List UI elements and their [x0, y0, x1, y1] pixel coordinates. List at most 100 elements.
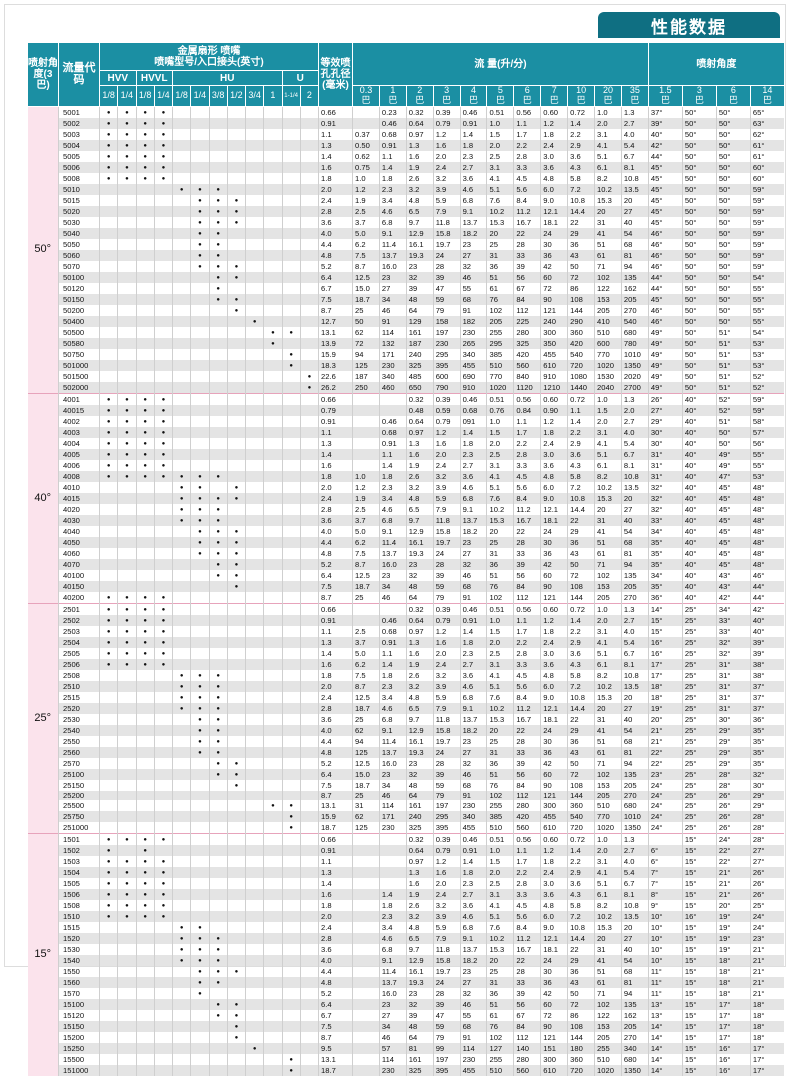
spray-angle-value: 48°	[749, 492, 785, 504]
flow-value: 34	[378, 293, 407, 305]
orifice-diameter: 1.4	[318, 150, 353, 162]
flow-value: 84	[513, 580, 541, 592]
connection-cell	[299, 249, 319, 261]
connection-cell	[117, 492, 136, 504]
nozzle-subtitle: 喷嘴型号/入口接头(英寸)	[154, 56, 264, 68]
connection-cell	[281, 987, 301, 999]
flow-value: 0.46	[378, 117, 407, 129]
spray-angle-value: 43°	[715, 569, 751, 581]
flow-value: 27	[459, 976, 487, 988]
pressure-value: 10	[576, 85, 587, 95]
spray-angle-value: 40°	[681, 569, 717, 581]
connection-cell: ●	[117, 426, 136, 438]
connection-cell	[299, 954, 319, 966]
connection-cell	[190, 1042, 209, 1054]
connection-cell	[208, 315, 228, 327]
connection-cell: ●	[117, 614, 136, 626]
flow-value: 1.0	[594, 392, 622, 405]
flow-value: 0.46	[459, 602, 487, 615]
flow-code: 251000	[58, 821, 100, 834]
flow-value: 13.5	[620, 481, 649, 493]
connection-cell: ●	[208, 183, 228, 195]
spray-angle-value: 31°	[647, 448, 683, 460]
connection-dot-icon: ●	[143, 617, 147, 624]
flow-value: 23	[459, 238, 487, 250]
connection-cell	[263, 910, 282, 922]
connection-cell	[244, 194, 264, 206]
connection-cell	[135, 821, 155, 834]
connection-cell	[98, 1009, 118, 1021]
flow-value: 0.48	[405, 404, 434, 416]
spray-angle-value: 34°	[715, 602, 751, 615]
spray-angle-value: 48°	[749, 536, 785, 548]
flow-value: 540	[567, 810, 595, 822]
flow-value: 510	[594, 799, 622, 811]
connection-cell: ●	[153, 855, 173, 867]
connection-cell	[299, 702, 319, 714]
connection-cell	[299, 625, 319, 637]
connection-cell	[171, 647, 191, 659]
spray-angle-value: 17°	[749, 1064, 785, 1076]
flow-value: 2.0	[594, 844, 622, 856]
flow-value: 10.2	[594, 183, 622, 195]
family-hvv: HVV	[99, 70, 137, 86]
connection-cell	[281, 293, 301, 305]
connection-cell: ●	[208, 713, 228, 725]
flow-value: 42	[540, 757, 568, 769]
spray-angle-value: 50°	[681, 359, 717, 371]
connection-cell	[226, 821, 246, 834]
flow-value: 4.8	[540, 899, 568, 911]
flow-code: 25150	[58, 779, 100, 791]
table-row: 5070 ● ● ● 5.2 8.7 16.0 23 28 32 36 39 42 50 71 94 46° 50…	[28, 260, 785, 272]
connection-cell	[244, 844, 264, 856]
connection-cell	[98, 503, 118, 515]
flow-value: 135	[620, 569, 649, 581]
connection-dot-icon: ●	[161, 594, 166, 601]
flow-value: 27	[459, 249, 487, 261]
flow-value: 4.6	[378, 932, 407, 944]
flow-value: 300	[540, 799, 568, 811]
table-row: 501500 ● 22.6 187 340 485 600 690 770 840 910 1080 1…	[28, 370, 785, 382]
flow-value: 3.3	[513, 161, 541, 173]
flow-value: 40	[620, 943, 649, 955]
connection-cell	[171, 832, 191, 845]
flow-code: 2530	[58, 713, 100, 725]
connection-cell	[299, 492, 319, 504]
flow-value: 62	[352, 724, 380, 736]
connection-cell	[98, 194, 118, 206]
flow-value: 71	[594, 987, 622, 999]
spray-angle-value: 24°	[647, 799, 683, 811]
connection-cell	[299, 877, 319, 889]
flow-value: 0.23	[378, 105, 407, 118]
spray-angle-value: 45°	[647, 183, 683, 195]
spray-angle-value: 32°	[647, 503, 683, 515]
flow-value: 4.5	[513, 470, 541, 482]
flow-value: 2.7	[620, 614, 649, 626]
flow-code: 25500	[58, 799, 100, 811]
flow-value: 840	[513, 370, 541, 382]
flow-value: 2020	[620, 370, 649, 382]
orifice-diameter: 4.0	[318, 724, 353, 736]
spray-angle-value: 50°	[681, 381, 717, 394]
connection-cell	[244, 799, 264, 811]
flow-value	[352, 426, 380, 438]
flow-value: 16.7	[513, 943, 541, 955]
flow-value: 6.7	[620, 448, 649, 460]
flow-value: 3.4	[378, 492, 407, 504]
flow-code: 5040	[58, 227, 100, 239]
table-row: 25° 2501 ● ● ● ● 0.66 0.32 0.39 0.46 0.51 0.56 0.60 0…	[27, 602, 785, 834]
orifice-diameter: 7.5	[318, 1020, 353, 1032]
flow-value: 6.1	[594, 658, 622, 670]
connection-cell	[98, 282, 118, 294]
spray-angle-value: 25°	[681, 669, 717, 681]
flow-value: 280	[513, 1053, 541, 1065]
connection-dot-icon: ●	[125, 650, 129, 657]
spray-angle-value: 50°	[681, 238, 717, 250]
pressure-value: 6	[730, 85, 736, 95]
connection-dot-icon: ●	[307, 373, 312, 380]
flow-value: 6.8	[378, 514, 407, 526]
flow-value: 19.7	[432, 735, 461, 747]
connection-cell	[244, 359, 264, 371]
connection-dot-icon: ●	[125, 913, 129, 920]
connection-cell	[263, 625, 282, 637]
